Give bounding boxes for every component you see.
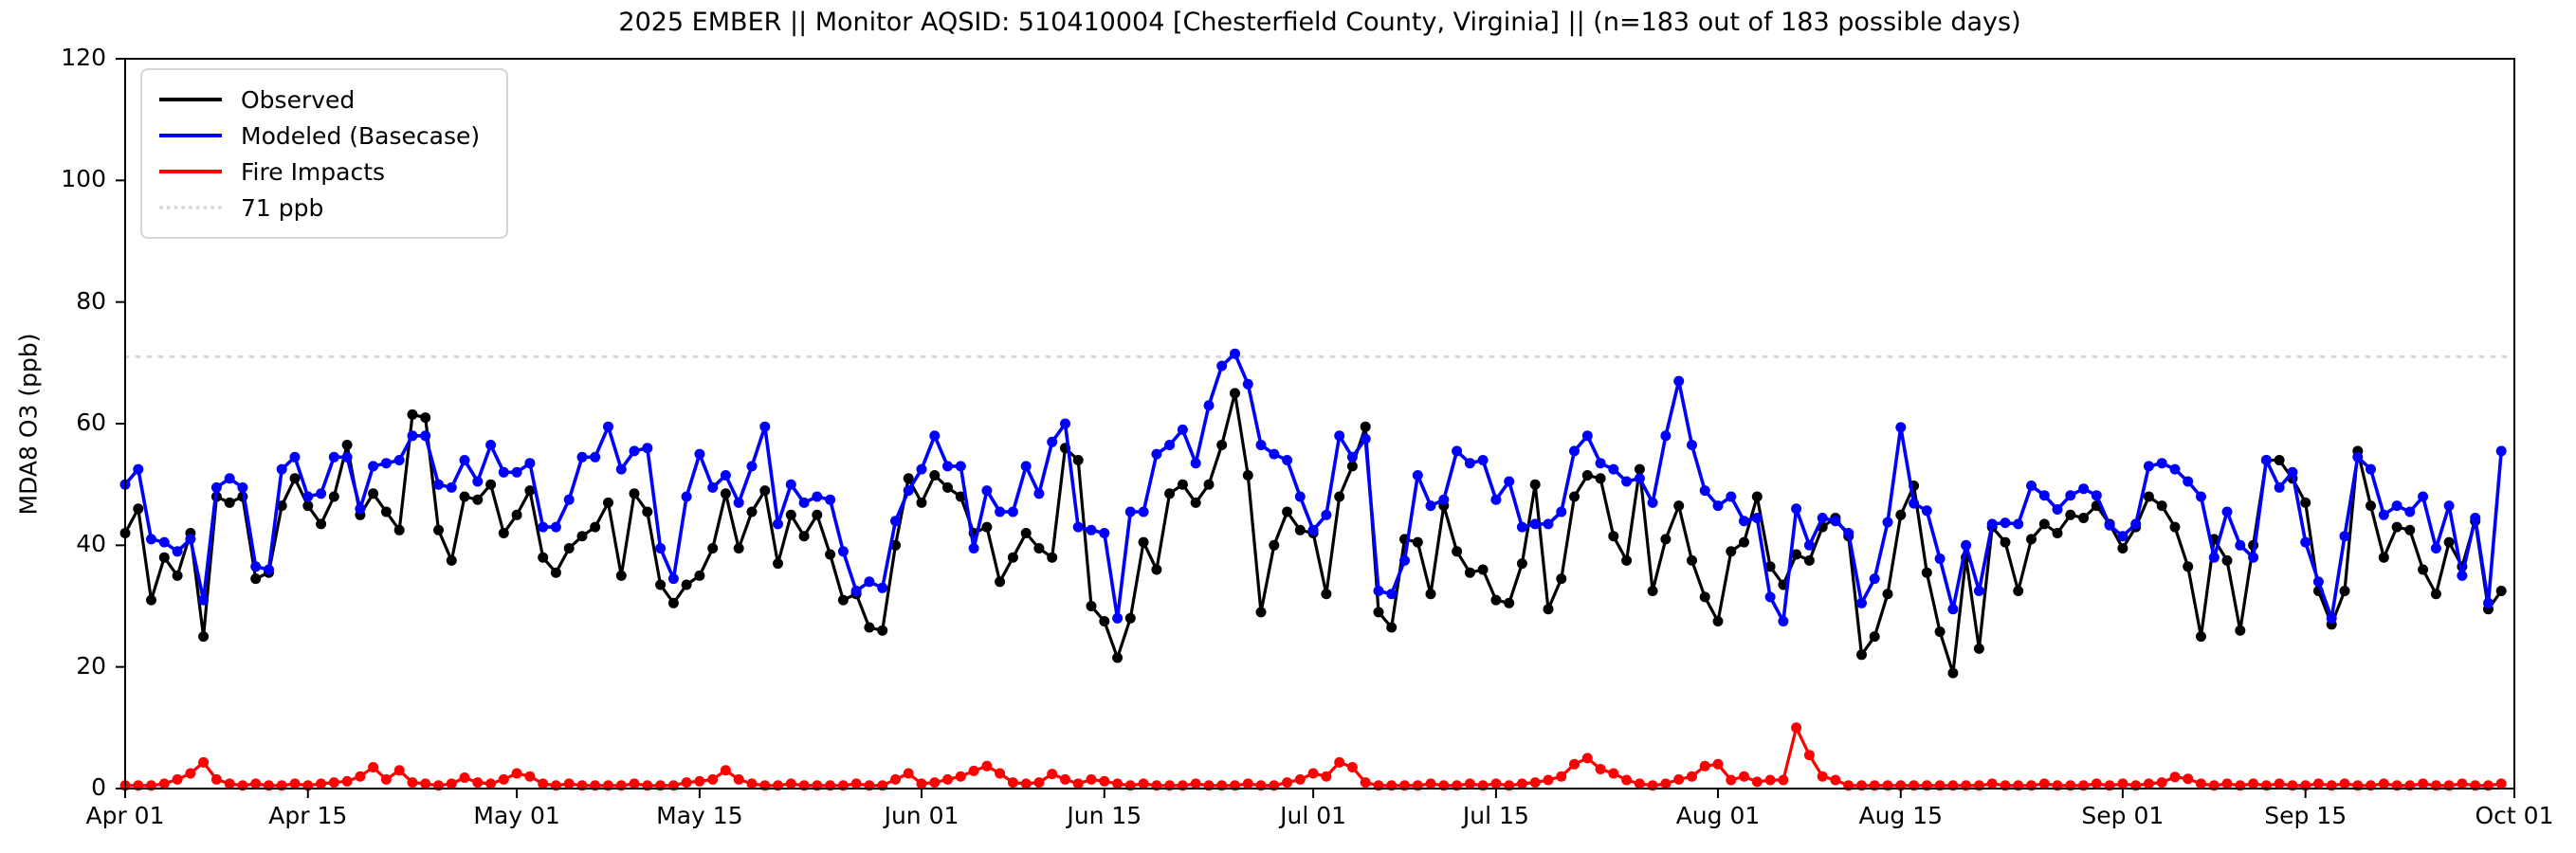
series-modeled-basecase- [119,348,2507,626]
observed-line-swatch [159,98,222,101]
legend-item-observed: Observed [159,82,480,118]
series-observed [119,388,2507,679]
y-tick-label: 40 [76,530,106,558]
chart-title: 2025 EMBER || Monitor AQSID: 510410004 [… [618,8,2021,37]
y-tick-label: 80 [76,286,106,315]
legend-item-modeled: Modeled (Basecase) [159,118,480,154]
legend-item-threshold: 71 ppb [159,190,480,226]
series-fire-impacts [119,722,2507,791]
x-tick-label: May 15 [656,802,743,829]
x-tick-label: Aug 15 [1858,802,1944,829]
x-tick-label: Apr 15 [268,802,348,829]
legend-label: Fire Impacts [241,157,386,186]
x-tick-label: Jun 15 [1067,802,1142,829]
x-tick-label: Jun 01 [884,802,959,829]
y-tick-label: 0 [91,773,106,801]
legend-label: Modeled (Basecase) [241,121,481,150]
fire-impacts-line-swatch [159,170,222,173]
legend-label: Observed [241,85,356,114]
x-tick-label: Jul 01 [1280,802,1347,829]
y-tick-label: 100 [61,165,106,193]
x-tick-label: Apr 01 [85,802,165,829]
legend-item-fire-impacts: Fire Impacts [159,154,480,190]
x-tick-label: Aug 01 [1675,802,1761,829]
y-tick-label: 20 [76,651,106,680]
x-tick-label: Sep 01 [2081,802,2165,829]
x-tick-label: Sep 15 [2264,802,2348,829]
x-tick-label: Jul 15 [1462,802,1529,829]
legend-box: Observed Modeled (Basecase) Fire Impacts… [140,68,509,239]
y-tick-label: 60 [76,408,106,436]
x-tick-label: May 01 [473,802,560,829]
legend-label: 71 ppb [241,193,324,222]
x-tick-label: Oct 01 [2475,802,2554,829]
y-tick-label: 120 [61,44,106,71]
threshold-line-swatch [159,206,222,209]
modeled-line-swatch [159,134,222,137]
